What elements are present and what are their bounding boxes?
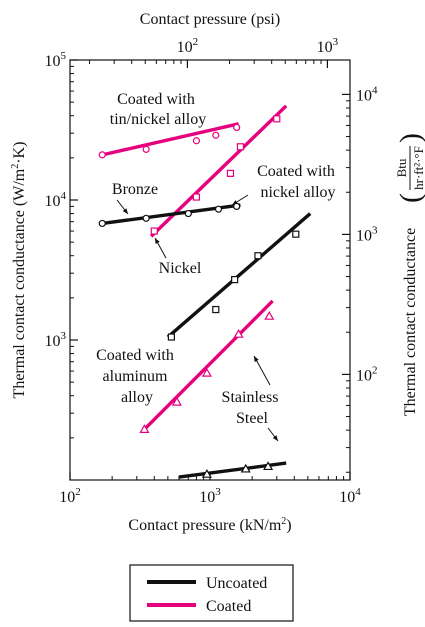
x-tick-label: 103 [199, 486, 221, 506]
data-point [236, 143, 245, 151]
legend-label-coated: Coated [206, 598, 251, 615]
right-axis-label-prefix: Thermal contact conductance [402, 228, 419, 416]
data-point [240, 463, 251, 473]
x-tick-label: 102 [59, 486, 81, 506]
legend-box [129, 564, 294, 622]
right-tick-label: 103 [356, 224, 378, 244]
annotation-nickel-alloy: Coated with nickel alloy [257, 163, 339, 201]
data-lines [101, 104, 312, 479]
y-tick-label: 105 [45, 50, 67, 70]
data-point [171, 396, 182, 406]
annotation-tin-nickel: Coated with tin/nickel alloy [110, 91, 206, 128]
right-tick-label: 104 [356, 84, 378, 104]
leader-arrowhead [272, 435, 278, 441]
data-markers [98, 115, 300, 478]
data-point [184, 209, 192, 218]
top-axis-label: Contact pressure (psi) [140, 11, 280, 28]
data-point [231, 276, 239, 284]
data-point [98, 219, 106, 228]
data-point [192, 193, 201, 201]
legend: Uncoated Coated [129, 564, 294, 622]
data-point [201, 468, 212, 478]
y-axis-label: Thermal contact conductance (W/m2·K) [10, 142, 28, 399]
data-point [212, 305, 220, 314]
data-point [142, 214, 150, 222]
data-point [214, 205, 223, 213]
x-axis-label: Contact pressure (kN/m2) [128, 516, 291, 534]
right-axis-label: Thermal contact conductance Btu hr·ft²·°… [394, 133, 425, 416]
data-point [142, 145, 150, 153]
data-point [233, 202, 241, 211]
data-point [226, 169, 235, 177]
top-tick-label: 102 [177, 36, 199, 56]
leader-arrowhead [155, 238, 160, 244]
leader-arrowhead [254, 356, 259, 362]
data-point [98, 151, 106, 159]
annotation-bronze: Bronze [112, 181, 158, 198]
data-point [192, 137, 201, 145]
axis-ticks: 102 103 104 102 103 103 104 105 102 103 104 [45, 36, 379, 506]
series-line [166, 212, 312, 339]
y-tick-label: 103 [45, 330, 67, 350]
right-axis-unit-numerator: Btu [394, 158, 409, 177]
data-point [263, 461, 274, 471]
x-tick-label: 104 [339, 486, 361, 506]
right-axis-paren-close: ) [394, 133, 425, 143]
top-tick-label: 103 [317, 36, 339, 56]
series-line [143, 299, 274, 431]
right-tick-label: 102 [356, 364, 378, 384]
data-point [167, 333, 175, 341]
data-point [233, 328, 244, 338]
data-point [150, 227, 158, 235]
data-point [233, 123, 241, 132]
data-point [254, 252, 262, 260]
right-axis-paren-open: ( [394, 193, 425, 203]
series-line [101, 122, 239, 157]
legend-label-uncoated: Uncoated [206, 575, 267, 592]
annotations: Coated with tin/nickel alloy Bronze Coat… [96, 91, 339, 427]
data-point [139, 424, 150, 433]
data-point [273, 115, 281, 123]
annotation-aluminum: Coated with aluminum alloy [96, 347, 178, 406]
data-point [264, 310, 275, 320]
leader-arrowhead [122, 208, 128, 214]
right-axis-unit-denominator: hr·ft²·°F [411, 146, 425, 190]
data-point [292, 230, 300, 238]
annotation-stainless: Stainless Steel [222, 389, 283, 427]
data-point [212, 131, 220, 139]
annotation-nickel: Nickel [159, 260, 202, 277]
data-point [201, 367, 212, 377]
y-tick-label: 104 [45, 190, 67, 210]
